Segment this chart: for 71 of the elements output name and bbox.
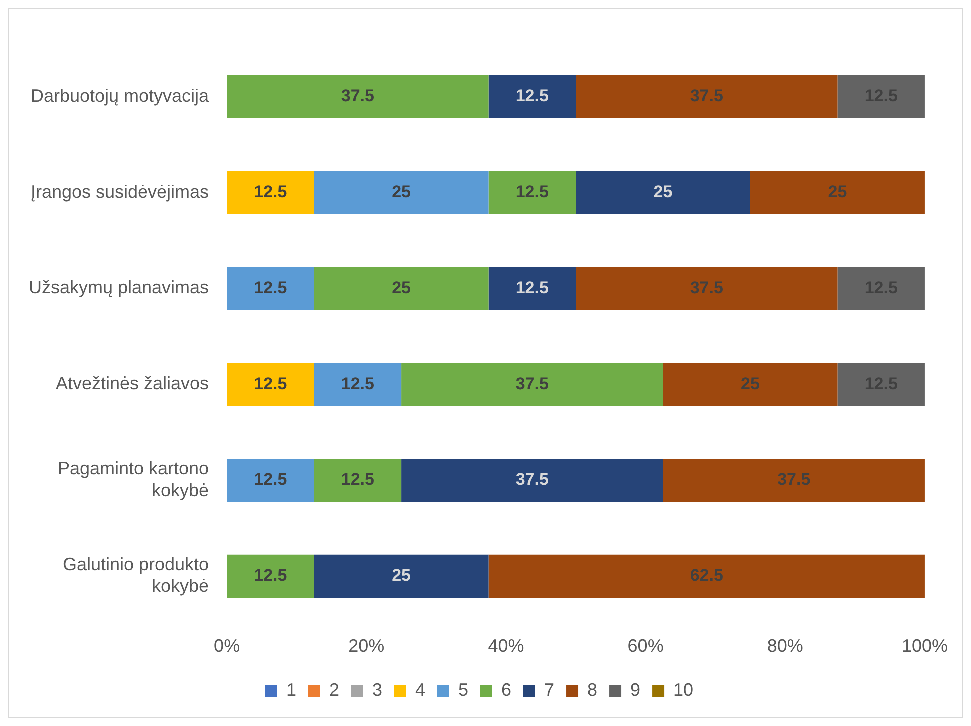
- data-label: 25: [392, 278, 411, 298]
- bar: [576, 267, 838, 310]
- legend-label: 10: [674, 680, 694, 700]
- y-tick-label: Užsakymų planavimas: [29, 278, 210, 298]
- data-label: 25: [654, 182, 673, 202]
- x-tick-label: 100%: [902, 636, 948, 656]
- x-tick-label: 0%: [214, 636, 240, 656]
- data-label: 37.5: [690, 86, 724, 106]
- bar: [314, 363, 402, 406]
- bar: [314, 554, 489, 598]
- legend-label: 9: [630, 680, 641, 700]
- data-label: 12.5: [516, 182, 549, 202]
- bar: [402, 458, 664, 502]
- y-tick-label: Įrangos susidėvėjimas: [30, 182, 210, 202]
- bar: [314, 458, 402, 502]
- y-tick-label: Darbuotojų motyvacija: [30, 86, 210, 106]
- bar: [402, 363, 664, 406]
- data-label: 37.5: [516, 470, 549, 490]
- bar: [663, 363, 838, 406]
- data-label: 12.5: [254, 278, 288, 298]
- legend-label: 3: [372, 680, 382, 700]
- data-label: 25: [741, 374, 760, 394]
- bar: [227, 554, 314, 598]
- bar: [488, 554, 925, 598]
- bar: [488, 267, 576, 310]
- bar: [488, 75, 576, 119]
- data-label: 25: [828, 182, 848, 202]
- legend-label: 5: [458, 680, 468, 700]
- bar: [838, 75, 925, 119]
- data-label: 25: [392, 182, 411, 202]
- data-label: 12.5: [516, 86, 549, 106]
- legend-label: 2: [329, 680, 340, 700]
- legend-label: 7: [544, 680, 555, 700]
- legend-label: 1: [286, 680, 296, 700]
- bar: [663, 458, 925, 502]
- data-label: 37.5: [690, 278, 724, 298]
- legend-label: 4: [415, 680, 426, 700]
- legend-label: 8: [588, 680, 598, 700]
- bar: [488, 171, 576, 214]
- bar: [576, 75, 838, 119]
- y-tick-label: Atvežtinės žaliavos: [56, 374, 210, 394]
- data-label: 12.5: [254, 374, 288, 394]
- bar: [227, 458, 314, 502]
- y-tick-label: Pagaminto kartono kokybė: [58, 458, 210, 500]
- data-label: 12.5: [254, 182, 288, 202]
- data-label: 12.5: [341, 374, 374, 394]
- bar: [314, 171, 489, 214]
- bar: [838, 363, 925, 406]
- x-tick-label: 20%: [348, 636, 385, 656]
- bar: [227, 171, 314, 214]
- legend-label: 6: [501, 680, 512, 700]
- bar: [227, 267, 314, 310]
- data-label: 12.5: [254, 566, 288, 586]
- data-label: 12.5: [341, 470, 374, 490]
- bar: [314, 267, 489, 310]
- data-label: 12.5: [254, 470, 288, 490]
- bar: [227, 363, 314, 406]
- bar: [838, 267, 925, 310]
- data-label: 37.5: [516, 374, 549, 394]
- x-tick-label: 40%: [488, 636, 524, 656]
- bar: [750, 171, 925, 214]
- data-label: 62.5: [690, 566, 724, 586]
- bar: [227, 75, 489, 119]
- data-label: 25: [392, 566, 411, 586]
- x-tick-label: 60%: [628, 636, 664, 656]
- data-label: 37.5: [341, 86, 374, 106]
- data-label: 12.5: [516, 278, 549, 298]
- bar: [576, 171, 750, 214]
- x-tick-label: 80%: [767, 636, 804, 656]
- data-label: 37.5: [778, 470, 811, 490]
- y-tick-label: Galutinio produkto kokybė: [62, 554, 210, 596]
